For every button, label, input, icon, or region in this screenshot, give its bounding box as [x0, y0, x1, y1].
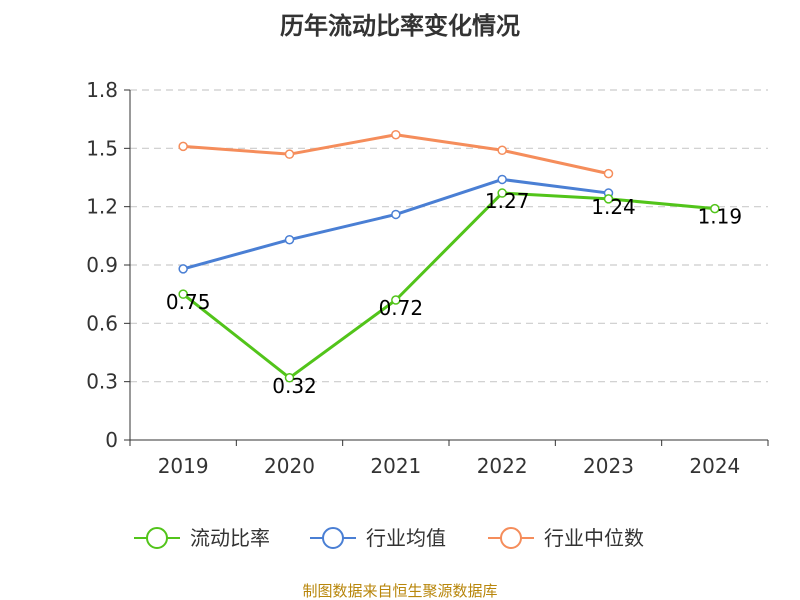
chart-title: 历年流动比率变化情况 — [280, 12, 520, 40]
data-point — [710, 203, 720, 214]
data-point — [391, 129, 401, 140]
data-point — [284, 149, 295, 159]
legend-item-0[interactable]: 流动比率 — [134, 526, 270, 550]
y-tick-label: 0.3 — [86, 370, 118, 394]
y-tick-label: 0 — [105, 428, 118, 452]
legend[interactable]: 流动比率 行业均值 行业中位数 — [134, 526, 644, 550]
series-line-0 — [182, 191, 715, 380]
data-point — [178, 289, 188, 299]
data-point — [497, 188, 507, 198]
x-tick-label: 2019 — [158, 454, 209, 478]
data-point — [178, 141, 188, 152]
data-label: 0.72 — [379, 296, 424, 320]
x-tick-label: 2023 — [583, 454, 634, 478]
data-point — [603, 194, 614, 204]
data-point — [178, 264, 188, 274]
data-point — [391, 295, 401, 305]
legend-label: 行业中位数 — [544, 526, 644, 550]
data-point — [284, 373, 295, 383]
data-point — [497, 145, 507, 156]
y-tick-label: 0.6 — [86, 311, 118, 335]
series — [178, 129, 720, 383]
data-point — [391, 209, 401, 220]
y-tick-label: 1.2 — [86, 195, 118, 219]
legend-marker — [322, 527, 344, 549]
x-tick-label: 2024 — [689, 454, 740, 478]
legend-marker — [146, 527, 168, 549]
data-label: 1.19 — [698, 205, 743, 229]
data-label: 1.27 — [485, 189, 530, 213]
series-line-1 — [182, 177, 609, 271]
data-label: 0.75 — [166, 290, 211, 314]
legend-label: 流动比率 — [190, 526, 270, 550]
series-line-2 — [183, 133, 609, 176]
y-tick-label: 1.8 — [86, 78, 118, 102]
y-tick-label: 0.9 — [86, 253, 118, 277]
legend-item-2[interactable]: 行业中位数 — [488, 526, 644, 550]
legend-label: 行业均值 — [366, 526, 446, 550]
axes: 0 0.3 0.6 0.9 1.2 1.5 1.8 2019 2020 2021 2022 2023 2… — [86, 78, 769, 478]
x-tick-label: 2020 — [264, 454, 315, 478]
data-point — [497, 174, 507, 185]
source-note: 制图数据来自恒生聚源数据库 — [302, 582, 497, 600]
data-label: 0.32 — [272, 374, 317, 398]
y-tick-label: 1.5 — [86, 136, 118, 160]
data-labels: 0.75 0.32 0.72 1.27 1.24 1.19 — [166, 189, 742, 398]
data-label: 1.24 — [591, 195, 636, 219]
grid — [130, 89, 768, 383]
legend-item-1[interactable]: 行业均值 — [310, 526, 446, 550]
x-tick-label: 2021 — [370, 454, 421, 478]
data-point — [284, 234, 295, 245]
x-tick-label: 2022 — [477, 454, 528, 478]
legend-marker — [500, 527, 522, 549]
data-point — [603, 168, 614, 179]
